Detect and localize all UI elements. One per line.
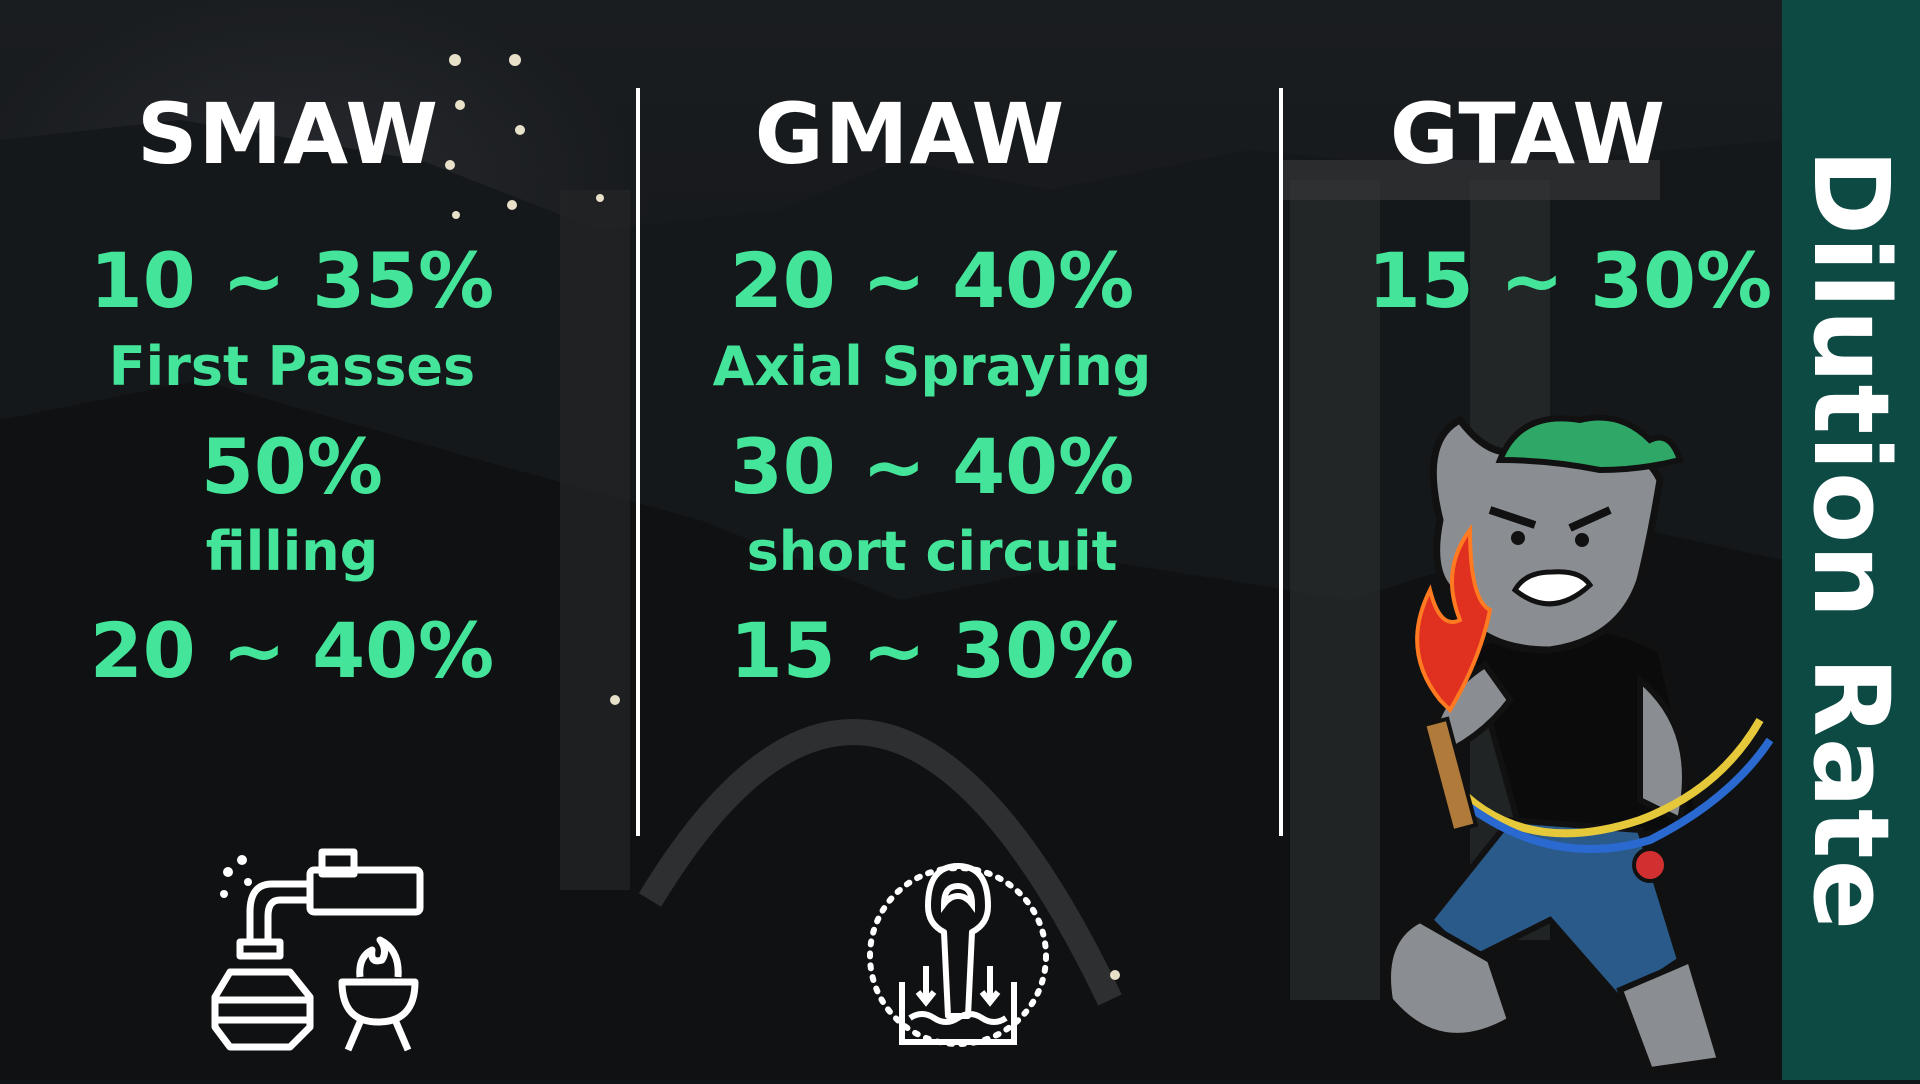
gtaw-title: GTAW [1389,85,1667,183]
smaw-title: SMAW [137,85,439,183]
column-divider [636,88,640,836]
gmaw-value: 15 ~ 30% [729,606,1135,695]
column-divider [1279,88,1283,836]
gmaw-label: Axial Spraying [712,335,1152,398]
welder-cat-mascot [1320,400,1780,1084]
gmaw-value: 20 ~ 40% [729,236,1135,325]
smaw-value: 50% [201,422,383,511]
gmaw-value: 30 ~ 40% [729,422,1135,511]
gtaw-value: 15 ~ 30% [1367,236,1773,325]
background-photo [0,0,1782,1080]
gmaw-title: GMAW [754,85,1066,183]
molten-pour-icon [862,846,1054,1054]
pipe-tank-fire-icon [210,832,430,1056]
smaw-value: 10 ~ 35% [89,236,495,325]
smaw-label: First Passes [108,335,476,398]
gmaw-label: short circuit [746,520,1118,583]
smaw-value: 20 ~ 40% [89,606,495,695]
side-band [1782,0,1920,1080]
smaw-label: filling [205,520,379,583]
